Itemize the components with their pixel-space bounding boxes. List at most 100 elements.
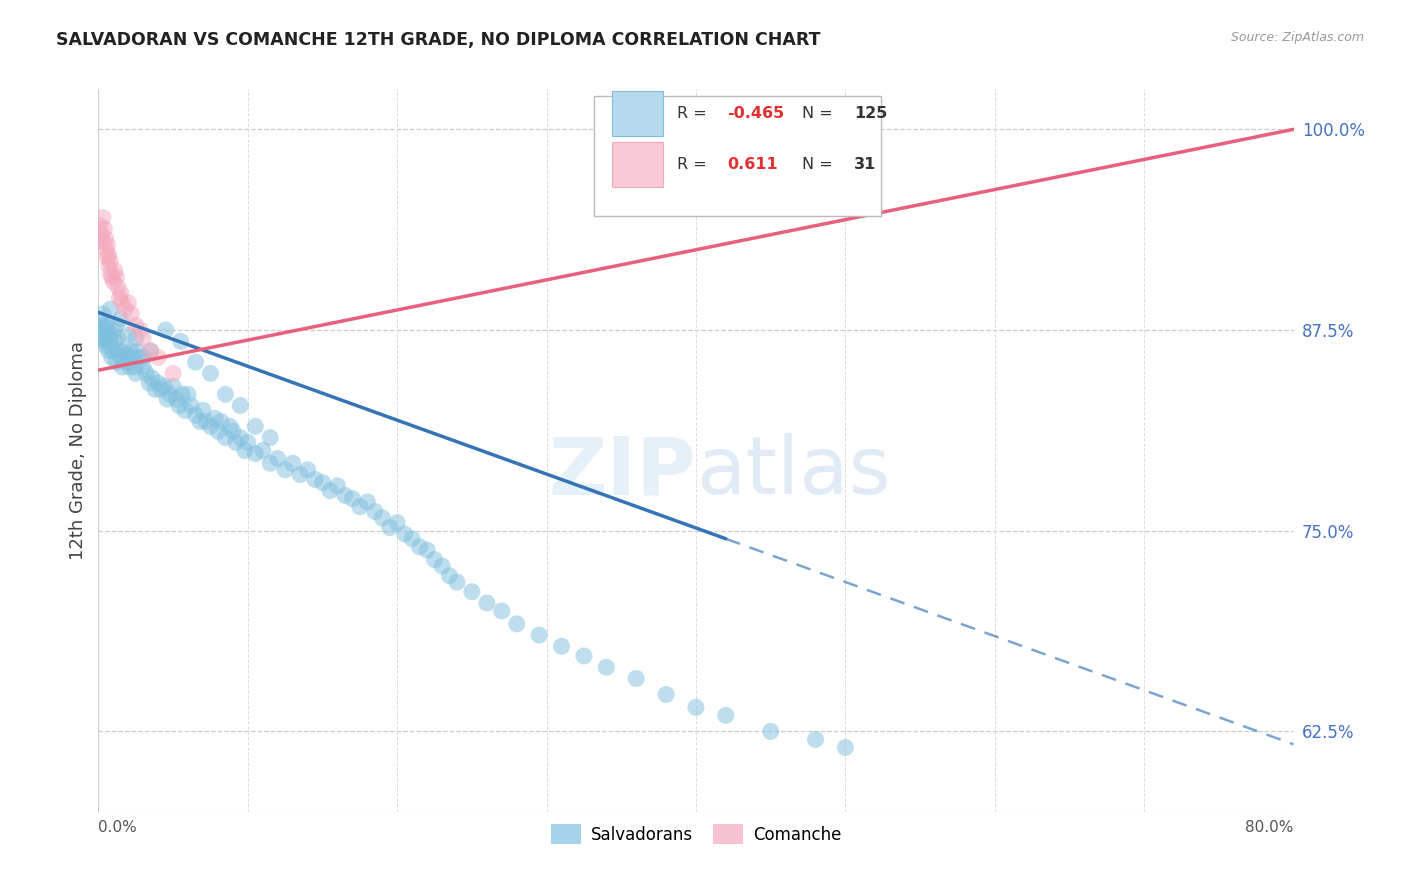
Point [342,491,364,506]
Point [304,472,326,486]
Point [222,424,245,438]
Point [506,616,529,631]
Point [143,383,166,397]
Point [139,343,162,358]
Point [127,343,149,358]
Point [423,552,446,566]
Point [117,351,139,365]
Point [103,343,125,358]
Point [108,343,131,358]
Point [90,227,112,241]
Point [91,211,114,225]
Text: -0.465: -0.465 [727,106,785,121]
Point [371,511,394,525]
Point [125,318,148,333]
Point [93,334,115,349]
Point [165,392,187,406]
Point [394,527,416,541]
Text: 125: 125 [853,106,887,121]
Point [94,339,117,353]
Point [110,311,132,326]
Point [132,351,155,365]
Point [685,700,707,714]
Text: 31: 31 [853,157,876,172]
FancyBboxPatch shape [613,142,662,186]
Point [89,323,111,337]
Point [90,315,112,329]
Point [117,295,139,310]
Point [281,456,304,470]
Point [91,307,114,321]
Point [132,331,155,345]
Point [475,596,498,610]
Point [169,334,191,349]
Point [112,343,135,358]
Point [229,399,252,413]
Point [408,540,430,554]
Point [195,415,218,429]
Point [91,327,114,342]
Point [214,387,236,401]
Point [319,483,342,498]
Point [93,318,115,333]
Point [288,467,311,482]
Y-axis label: 12th Grade, No Diploma: 12th Grade, No Diploma [69,341,87,560]
Point [141,371,163,385]
Point [104,334,127,349]
Point [252,443,274,458]
Point [98,339,122,353]
Point [97,334,120,349]
Text: 0.0%: 0.0% [98,820,138,835]
Point [204,411,226,425]
Text: R =: R = [676,106,711,121]
Point [214,431,236,445]
Point [233,443,256,458]
Point [129,351,152,365]
Point [834,740,856,755]
Text: 80.0%: 80.0% [1246,820,1294,835]
Point [96,238,118,252]
Point [245,419,267,434]
Text: SALVADORAN VS COMANCHE 12TH GRADE, NO DIPLOMA CORRELATION CHART: SALVADORAN VS COMANCHE 12TH GRADE, NO DI… [56,31,821,49]
Point [148,376,170,390]
Point [229,431,252,445]
Point [155,323,177,337]
Point [103,275,125,289]
Point [595,660,617,674]
Point [401,532,423,546]
Point [207,424,229,438]
Point [111,295,134,310]
Text: ZIP: ZIP [548,434,696,511]
Point [105,318,128,333]
Point [184,408,207,422]
Point [655,688,678,702]
FancyBboxPatch shape [595,96,882,216]
Point [439,568,461,582]
Text: N =: N = [803,106,838,121]
Point [93,222,115,236]
Point [97,259,120,273]
Point [572,648,595,663]
Point [416,543,439,558]
Text: Source: ZipAtlas.com: Source: ZipAtlas.com [1230,31,1364,45]
Point [101,270,124,285]
Point [356,495,378,509]
Point [115,355,138,369]
Point [90,331,112,345]
Point [96,251,118,265]
Point [118,359,141,374]
Point [129,323,152,337]
Point [378,520,401,534]
Point [297,463,319,477]
Point [96,318,118,333]
Point [94,243,117,257]
Point [114,302,136,317]
Point [184,355,207,369]
Point [180,399,202,413]
Point [162,367,184,381]
Point [167,399,190,413]
Point [120,343,142,358]
Point [259,431,281,445]
Point [139,343,162,358]
Point [349,500,371,514]
